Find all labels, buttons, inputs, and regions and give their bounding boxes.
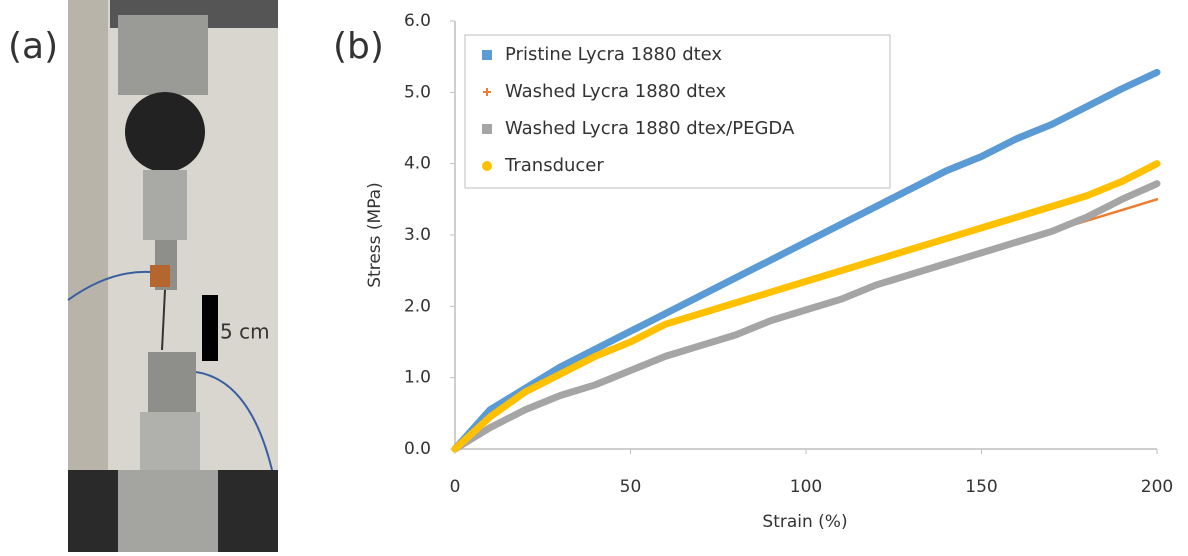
x-tick-label: 150 <box>965 477 997 497</box>
y-tick-label: 0.0 <box>404 439 431 459</box>
y-tick-label: 4.0 <box>404 154 431 174</box>
y-tick-label: 5.0 <box>404 82 431 102</box>
legend-label: Washed Lycra 1880 dtex <box>505 81 727 102</box>
legend-marker <box>482 124 492 134</box>
x-tick-label: 100 <box>790 477 822 497</box>
legend-label: Transducer <box>504 155 604 176</box>
series-line <box>451 180 1161 453</box>
series-line <box>451 68 1161 453</box>
panel-label: (a) <box>8 26 58 67</box>
y-tick-label: 1.0 <box>404 368 431 388</box>
legend-marker <box>482 161 492 171</box>
legend-box <box>464 34 891 189</box>
x-axis-label: Strain (%) <box>762 512 847 532</box>
scale-label: 5 cm <box>220 320 270 344</box>
x-tick-label: 200 <box>1141 477 1173 497</box>
y-axis-label: Stress (MPa) <box>365 182 385 288</box>
y-tick-label: 3.0 <box>404 225 431 245</box>
legend-marker <box>483 88 491 96</box>
y-tick-label: 2.0 <box>404 296 431 316</box>
legend-marker <box>482 50 492 60</box>
x-tick-label: 50 <box>620 477 642 497</box>
photo <box>67 0 278 552</box>
legend: Pristine Lycra 1880 dtex Washed Lycra 188… <box>464 34 891 189</box>
x-tick-label: 0 <box>450 477 461 497</box>
panel-label: (b) <box>333 26 384 67</box>
legend-label: Washed Lycra 1880 dtex/PEGDA <box>505 118 795 139</box>
series-line <box>451 160 1161 453</box>
series-line <box>453 198 1159 451</box>
legend-label: Pristine Lycra 1880 dtex <box>505 44 722 65</box>
y-tick-label: 6.0 <box>404 11 431 31</box>
